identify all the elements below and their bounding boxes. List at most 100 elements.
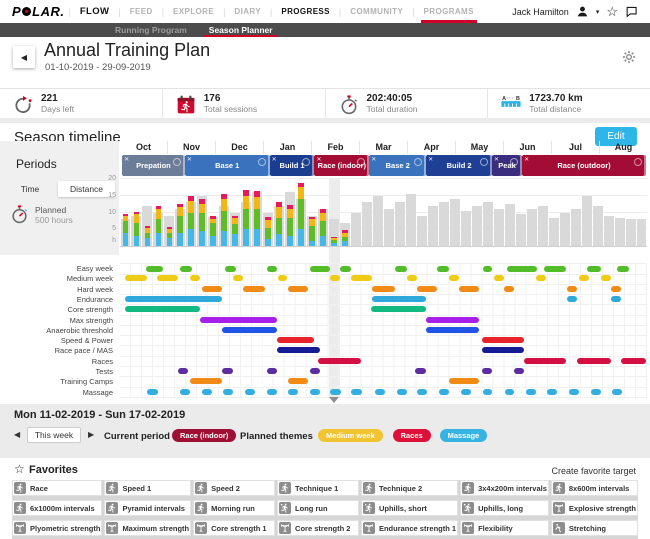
period-base-1[interactable]: ✕ Base 1 bbox=[184, 155, 270, 176]
theme-segment-medium-week[interactable] bbox=[449, 275, 460, 282]
user-icon[interactable] bbox=[576, 5, 589, 18]
theme-segment-massage[interactable] bbox=[222, 388, 233, 395]
theme-segment-medium-week[interactable] bbox=[406, 275, 417, 282]
feedback-icon[interactable] bbox=[625, 5, 638, 18]
tab-distance[interactable]: Distance bbox=[58, 181, 115, 197]
theme-segment-core-strength[interactable] bbox=[371, 306, 427, 313]
favorite-card-explosive-strength[interactable]: Explosive strength bbox=[550, 500, 638, 516]
theme-segment-medium-week[interactable] bbox=[329, 275, 340, 282]
theme-segment-massage[interactable] bbox=[244, 388, 255, 395]
theme-segment-anaerobic-threshold[interactable] bbox=[426, 326, 480, 333]
theme-segment-core-strength[interactable] bbox=[124, 306, 201, 313]
theme-segment-massage[interactable] bbox=[417, 388, 428, 395]
theme-segment-massage[interactable] bbox=[266, 388, 277, 395]
favorite-card-flexibility[interactable]: Flexibility bbox=[460, 520, 549, 536]
theme-segment-massage[interactable] bbox=[612, 388, 623, 395]
theme-segment-race-pace-mas[interactable] bbox=[481, 347, 525, 354]
theme-segment-race-pace-mas[interactable] bbox=[276, 347, 320, 354]
nav-item-feed[interactable]: FEED bbox=[129, 7, 153, 16]
favorite-card-race[interactable]: Race bbox=[12, 480, 103, 496]
this-week-button[interactable]: This week bbox=[27, 427, 81, 443]
period-close-icon[interactable]: ✕ bbox=[186, 157, 192, 163]
theme-segment-massage[interactable] bbox=[591, 388, 602, 395]
nav-item-flow[interactable]: FLOW bbox=[79, 6, 110, 17]
theme-segment-massage[interactable] bbox=[309, 388, 320, 395]
period-race-outdoor[interactable]: ✕ Race (outdoor) bbox=[522, 155, 646, 176]
favorite-card-6x1000m-intervals[interactable]: 6x1000m intervals bbox=[12, 500, 103, 516]
theme-segment-massage[interactable] bbox=[287, 388, 298, 395]
nav-item-community[interactable]: COMMUNITY bbox=[350, 7, 404, 16]
theme-segment-medium-week[interactable] bbox=[536, 275, 547, 282]
theme-segment-easy-week[interactable] bbox=[180, 266, 192, 272]
theme-segment-medium-week[interactable] bbox=[232, 275, 243, 282]
favorite-card-technique-1[interactable]: Technique 1 bbox=[277, 480, 359, 496]
favorite-card-maximum-strength[interactable]: Maximum strength bbox=[104, 520, 192, 536]
period-close-icon[interactable]: ✕ bbox=[316, 157, 322, 163]
favorite-card-endurance-strength-1[interactable]: Endurance strength 1 bbox=[360, 520, 459, 536]
nav-item-explore[interactable]: EXPLORE bbox=[173, 7, 215, 16]
theme-segment-training-camps[interactable] bbox=[449, 378, 480, 385]
theme-segment-hard-week[interactable] bbox=[201, 285, 222, 292]
period-close-icon[interactable]: ✕ bbox=[494, 157, 500, 163]
create-favorite-target-link[interactable]: Create favorite target bbox=[551, 466, 636, 476]
next-week-button[interactable]: ▶ bbox=[88, 430, 95, 439]
settings-gear-icon[interactable] bbox=[622, 50, 636, 64]
tab-season-planner[interactable]: Season Planner bbox=[203, 25, 278, 37]
theme-segment-max-strength[interactable] bbox=[200, 316, 277, 323]
theme-segment-massage[interactable] bbox=[461, 388, 472, 395]
period-resize-handle[interactable] bbox=[510, 158, 519, 166]
theme-segment-medium-week[interactable] bbox=[190, 275, 201, 282]
theme-segment-massage[interactable] bbox=[439, 388, 450, 395]
theme-segment-tests[interactable] bbox=[221, 368, 233, 375]
tab-time[interactable]: Time bbox=[20, 184, 40, 194]
nav-item-diary[interactable]: DIARY bbox=[234, 7, 262, 16]
theme-segment-hard-week[interactable] bbox=[372, 285, 395, 292]
favorite-card-plyometric-strength[interactable]: Plyometric strength bbox=[12, 520, 103, 536]
user-name[interactable]: Jack Hamilton bbox=[512, 6, 569, 17]
theme-segment-hard-week[interactable] bbox=[242, 285, 265, 292]
polar-logo[interactable]: P LAR. bbox=[12, 4, 65, 19]
nav-item-programs[interactable]: PROGRAMS bbox=[419, 0, 479, 23]
period-resize-handle[interactable] bbox=[480, 158, 489, 166]
theme-segment-medium-week[interactable] bbox=[124, 275, 147, 282]
theme-segment-easy-week[interactable] bbox=[224, 266, 236, 272]
theme-segment-hard-week[interactable] bbox=[566, 285, 577, 292]
star-icon[interactable]: ☆ bbox=[606, 4, 618, 19]
favorite-card-core-strength-2[interactable]: Core strength 2 bbox=[277, 520, 359, 536]
favorite-card-speed-2[interactable]: Speed 2 bbox=[193, 480, 276, 496]
theme-segment-massage[interactable] bbox=[146, 388, 158, 395]
user-menu-caret-icon[interactable]: ▾ bbox=[595, 8, 600, 16]
theme-segment-massage[interactable] bbox=[180, 388, 191, 395]
period-close-icon[interactable]: ✕ bbox=[524, 157, 530, 163]
period-peak[interactable]: ✕ Peak bbox=[492, 155, 523, 176]
theme-segment-easy-week[interactable] bbox=[266, 266, 277, 272]
period-close-icon[interactable]: ✕ bbox=[124, 157, 130, 163]
theme-segment-tests[interactable] bbox=[514, 368, 525, 375]
favorite-card-core-strength-1[interactable]: Core strength 1 bbox=[193, 520, 276, 536]
theme-segment-races[interactable] bbox=[317, 357, 362, 364]
theme-segment-massage[interactable] bbox=[351, 388, 363, 395]
theme-segment-max-strength[interactable] bbox=[426, 316, 480, 323]
theme-segment-massage[interactable] bbox=[482, 388, 493, 395]
theme-segment-training-camps[interactable] bbox=[190, 378, 222, 385]
favorite-card-uphills-short[interactable]: Uphills, short bbox=[360, 500, 459, 516]
theme-segment-medium-week[interactable] bbox=[601, 275, 612, 282]
favorite-card-pyramid-intervals[interactable]: Pyramid intervals bbox=[104, 500, 192, 516]
theme-segment-easy-week[interactable] bbox=[544, 266, 567, 272]
theme-segment-easy-week[interactable] bbox=[339, 266, 352, 272]
theme-segment-easy-week[interactable] bbox=[616, 266, 630, 272]
period-build-2[interactable]: ✕ Build 2 bbox=[426, 155, 493, 176]
theme-segment-medium-week[interactable] bbox=[494, 275, 505, 282]
period-close-icon[interactable]: ✕ bbox=[271, 157, 277, 163]
favorite-card-long-run[interactable]: Long run bbox=[277, 500, 359, 516]
theme-segment-massage[interactable] bbox=[201, 388, 212, 395]
theme-segment-massage[interactable] bbox=[504, 388, 515, 395]
previous-week-button[interactable]: ◀ bbox=[14, 430, 21, 439]
theme-segment-massage[interactable] bbox=[396, 388, 407, 395]
period-build-1[interactable]: ✕ Build 1 bbox=[269, 155, 315, 176]
favorite-card-speed-1[interactable]: Speed 1 bbox=[104, 480, 192, 496]
theme-segment-medium-week[interactable] bbox=[579, 275, 590, 282]
theme-segment-speed-power[interactable] bbox=[276, 337, 315, 344]
period-resize-handle[interactable] bbox=[633, 158, 642, 166]
theme-segment-hard-week[interactable] bbox=[611, 285, 622, 292]
